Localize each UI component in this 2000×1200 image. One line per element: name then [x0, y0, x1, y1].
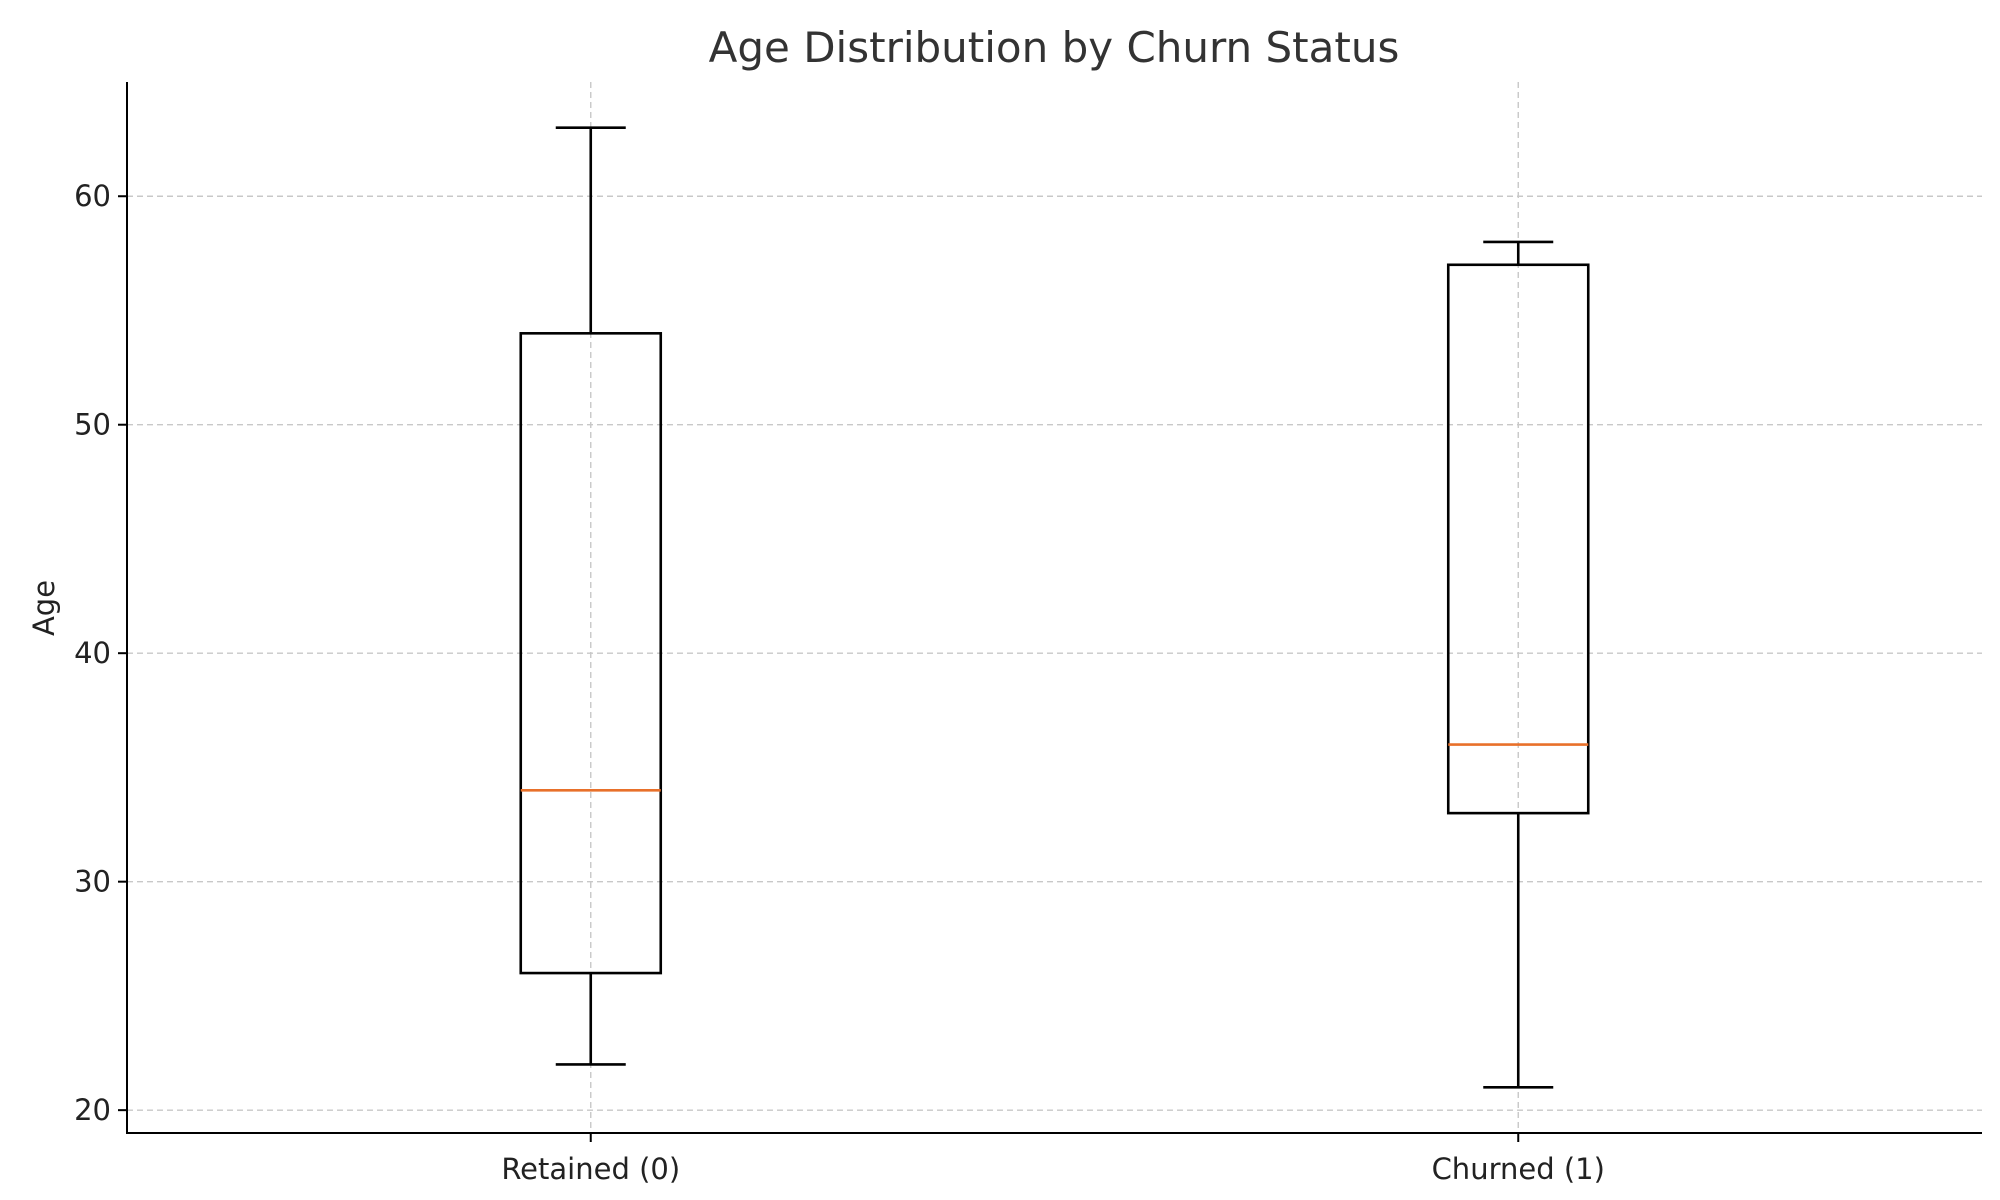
chart-title: Age Distribution by Churn Status — [709, 23, 1400, 72]
box-iqr — [1446, 263, 1590, 815]
grid-layer — [127, 82, 1982, 1133]
y-tick-label: 20 — [74, 1093, 111, 1127]
axis-layer: 20 30 40 50 60 Retained (0) Churned (1) — [74, 82, 1982, 1186]
y-tick-label: 40 — [74, 636, 111, 670]
x-tick-label: Retained (0) — [501, 1152, 680, 1186]
x-tick-label: Churned (1) — [1432, 1152, 1605, 1186]
y-tick-label: 60 — [74, 179, 111, 213]
y-axis-label: Age — [27, 580, 61, 636]
box-layer — [519, 126, 1590, 1089]
y-tick-label: 30 — [74, 865, 111, 899]
y-tick-label: 50 — [74, 408, 111, 442]
box-iqr — [519, 332, 663, 975]
